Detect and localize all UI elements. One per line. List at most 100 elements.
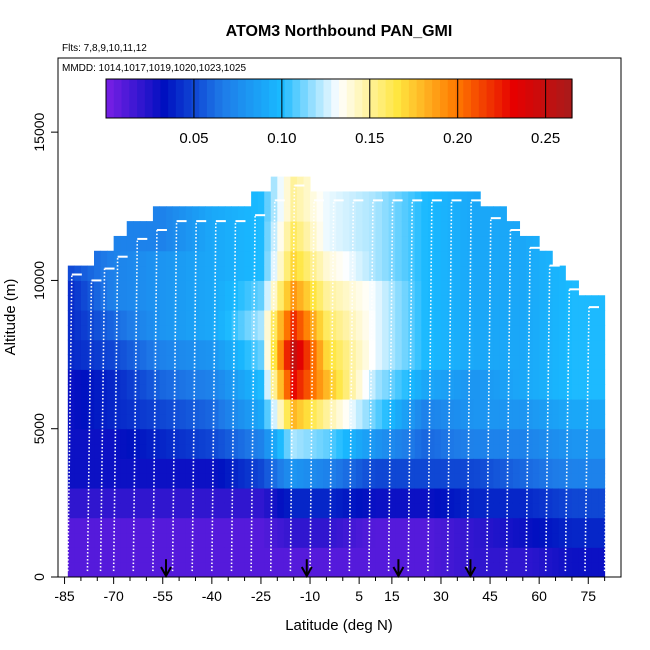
heatmap-cell (126, 221, 134, 237)
heatmap-cell (316, 428, 324, 445)
heatmap-cell (172, 517, 180, 534)
heatmap-cell (408, 547, 416, 563)
heatmap-cell (355, 517, 363, 534)
heatmap-cell (539, 443, 547, 459)
heatmap-cell (166, 384, 174, 400)
heatmap-cell (179, 458, 187, 474)
heatmap-cell (238, 295, 246, 311)
heatmap-cell (192, 428, 200, 445)
heatmap-cell (74, 428, 82, 445)
heatmap-cell (336, 517, 344, 534)
heatmap-cell (126, 324, 134, 341)
heatmap-cell (270, 517, 278, 534)
heatmap-cell (454, 428, 462, 445)
heatmap-cell (205, 250, 213, 267)
heatmap-cell (126, 280, 134, 296)
heatmap-cell (185, 295, 193, 311)
heatmap-cell (401, 235, 409, 252)
heatmap-cell (303, 428, 311, 445)
heatmap-cell (493, 280, 501, 296)
heatmap-cell (290, 413, 298, 430)
heatmap-cell (578, 443, 586, 459)
heatmap-cell (440, 473, 449, 489)
heatmap-cell (94, 562, 102, 578)
colorbar-swatch (471, 79, 480, 118)
heatmap-cell (519, 443, 527, 459)
heatmap-cell (120, 310, 128, 326)
heatmap-cell (368, 532, 377, 548)
heatmap-cell (67, 532, 75, 548)
heatmap-cell (460, 443, 468, 459)
heatmap-cell (532, 354, 540, 370)
heatmap-cell (113, 295, 121, 311)
heatmap-cell (198, 324, 206, 341)
heatmap-cell (499, 280, 507, 296)
heatmap-cell (545, 517, 553, 534)
heatmap-cell (375, 221, 383, 237)
heatmap-cell (198, 413, 206, 430)
heatmap-cell (552, 310, 560, 326)
heatmap-cell (336, 324, 344, 341)
heatmap-cell (519, 265, 527, 281)
heatmap-cell (166, 250, 174, 267)
heatmap-cell (362, 488, 370, 504)
heatmap-cell (382, 517, 390, 534)
heatmap-cell (375, 502, 383, 519)
heatmap-cell (224, 532, 232, 548)
heatmap-cell (427, 191, 435, 207)
heatmap-cell (388, 369, 396, 385)
heatmap-cell (139, 443, 147, 459)
heatmap-cell (87, 280, 95, 296)
heatmap-cell (290, 532, 298, 548)
heatmap-cell (126, 384, 134, 400)
heatmap-cell (460, 547, 468, 563)
heatmap-cell (401, 443, 409, 459)
colorbar-swatch (175, 79, 185, 118)
heatmap-cell (565, 547, 573, 563)
x-tick-label: -70 (104, 588, 124, 604)
heatmap-cell (454, 206, 462, 222)
heatmap-cell (87, 413, 95, 430)
heatmap-cell (545, 532, 553, 548)
heatmap-cell (480, 369, 488, 385)
flight-track (86, 280, 93, 572)
heatmap-cell (316, 502, 324, 519)
heatmap-cell (166, 295, 174, 311)
heatmap-cell (434, 413, 442, 430)
heatmap-cell (584, 502, 593, 519)
heatmap-cell (434, 250, 442, 267)
heatmap-cell (107, 413, 115, 430)
heatmap-cell (74, 458, 82, 474)
heatmap-cell (107, 250, 115, 267)
heatmap-cell (598, 295, 606, 311)
heatmap-cell (499, 324, 507, 341)
heatmap-cell (179, 488, 187, 504)
heatmap-cell (67, 443, 75, 459)
heatmap-cell (152, 473, 160, 489)
heatmap-cell (414, 532, 422, 548)
heatmap-cell (401, 265, 409, 281)
heatmap-cell (94, 339, 102, 356)
heatmap-cell (107, 458, 115, 474)
heatmap-cell (159, 413, 167, 430)
heatmap-cell (349, 473, 357, 489)
heatmap-cell (146, 517, 154, 534)
heatmap-cell (133, 547, 141, 563)
heatmap-cell (591, 369, 599, 385)
heatmap-cell (480, 339, 488, 356)
heatmap-cell (185, 428, 193, 445)
heatmap-cell (558, 295, 566, 311)
colorbar-swatch (548, 79, 558, 118)
heatmap-cell (251, 488, 259, 504)
heatmap-cell (303, 458, 311, 474)
heatmap-cell (427, 502, 435, 519)
heatmap-cell (205, 265, 213, 281)
heatmap-cell (211, 473, 219, 489)
heatmap-cell (571, 532, 579, 548)
heatmap-cell (499, 221, 507, 237)
heatmap-cell (558, 324, 566, 341)
heatmap-cell (185, 473, 193, 489)
heatmap-cell (87, 384, 95, 400)
heatmap-cell (349, 458, 357, 474)
